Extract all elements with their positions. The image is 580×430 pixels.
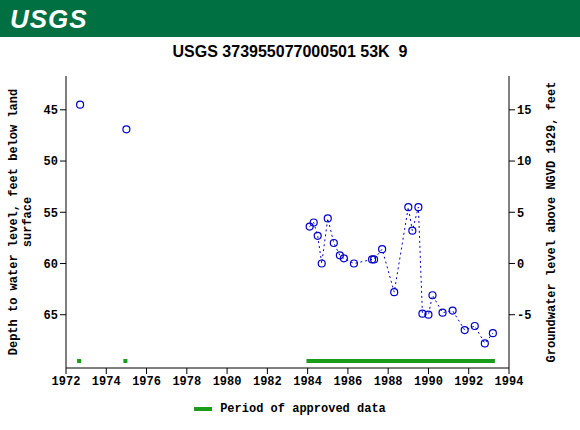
svg-text:1974: 1974 <box>92 375 121 389</box>
svg-text:1976: 1976 <box>132 375 161 389</box>
svg-text:60: 60 <box>44 258 58 272</box>
svg-text:1984: 1984 <box>293 375 322 389</box>
svg-text:50: 50 <box>44 155 58 169</box>
html-text:Period of approved data: Period of approved data <box>220 402 386 416</box>
html-text:Groundwater level above NGVD 1: Groundwater level above NGVD 1929, feet <box>545 81 559 363</box>
svg-text:1978: 1978 <box>172 375 201 389</box>
svg-text:55: 55 <box>44 207 58 221</box>
svg-text:1990: 1990 <box>414 375 443 389</box>
svg-text:1992: 1992 <box>454 375 483 389</box>
svg-text:10: 10 <box>517 155 531 169</box>
svg-text:15: 15 <box>517 104 531 118</box>
svg-text:0: 0 <box>517 258 524 272</box>
svg-text:1986: 1986 <box>334 375 363 389</box>
svg-text:1972: 1972 <box>52 375 81 389</box>
svg-text:65: 65 <box>44 309 58 323</box>
html-text:Depth to water level, feet bel: Depth to water level, feet below land su… <box>7 88 35 356</box>
svg-text:45: 45 <box>44 104 58 118</box>
svg-text:-5: -5 <box>517 309 531 323</box>
svg-text:1988: 1988 <box>374 375 403 389</box>
html-text:USGS 373955077000501 53K 9: USGS 373955077000501 53K 9 <box>172 43 408 60</box>
svg-text:1994: 1994 <box>495 375 524 389</box>
svg-text:5: 5 <box>517 207 524 221</box>
svg-text:1982: 1982 <box>253 375 282 389</box>
html-text:USGS: USGS <box>10 4 88 34</box>
svg-text:1980: 1980 <box>213 375 242 389</box>
